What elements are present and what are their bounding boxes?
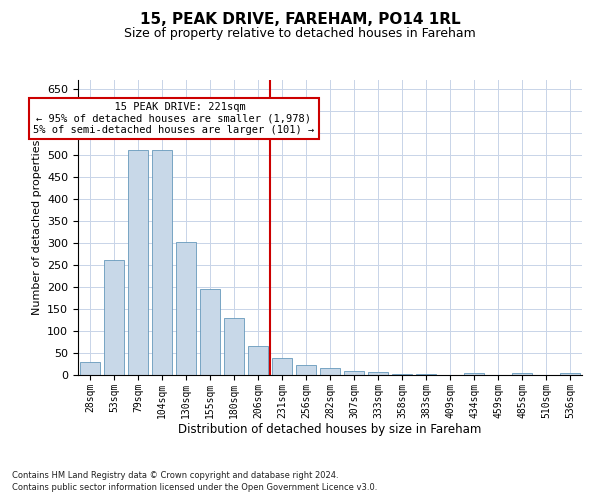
Bar: [368, 372, 388, 375]
Bar: [512, 373, 532, 375]
Bar: [152, 150, 172, 375]
Text: Size of property relative to detached houses in Fareham: Size of property relative to detached ho…: [124, 28, 476, 40]
Bar: [392, 374, 412, 375]
Text: Contains HM Land Registry data © Crown copyright and database right 2024.: Contains HM Land Registry data © Crown c…: [12, 471, 338, 480]
Text: 15, PEAK DRIVE, FAREHAM, PO14 1RL: 15, PEAK DRIVE, FAREHAM, PO14 1RL: [140, 12, 460, 28]
Bar: [248, 346, 268, 375]
Bar: [272, 358, 292, 375]
Bar: [464, 373, 484, 375]
X-axis label: Distribution of detached houses by size in Fareham: Distribution of detached houses by size …: [178, 424, 482, 436]
Bar: [80, 362, 100, 375]
Bar: [200, 288, 220, 375]
Bar: [296, 366, 316, 375]
Y-axis label: Number of detached properties: Number of detached properties: [32, 140, 41, 315]
Text: Contains public sector information licensed under the Open Government Licence v3: Contains public sector information licen…: [12, 484, 377, 492]
Bar: [104, 260, 124, 375]
Bar: [344, 370, 364, 375]
Bar: [176, 242, 196, 375]
Bar: [416, 374, 436, 375]
Bar: [560, 373, 580, 375]
Bar: [224, 318, 244, 375]
Text: 15 PEAK DRIVE: 221sqm
← 95% of detached houses are smaller (1,978)
5% of semi-de: 15 PEAK DRIVE: 221sqm ← 95% of detached …: [34, 102, 314, 135]
Bar: [128, 150, 148, 375]
Bar: [320, 368, 340, 375]
